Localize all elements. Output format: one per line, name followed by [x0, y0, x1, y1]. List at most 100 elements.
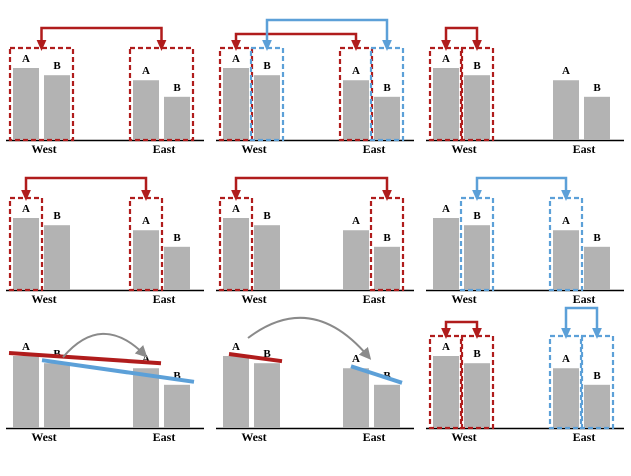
- bar-east-b: [164, 246, 190, 290]
- group-label-east: East: [573, 292, 596, 306]
- blue-slope-line: [350, 364, 403, 385]
- panel-p3: A B A B West East: [426, 26, 624, 156]
- blue-connector-wb-eb: [262, 18, 392, 51]
- bar-label-eb: B: [173, 232, 181, 244]
- group-label-west: West: [451, 142, 476, 156]
- red-connector-w-e: [36, 26, 167, 51]
- bar-east-a: [553, 80, 579, 140]
- red-slope-line: [228, 352, 283, 364]
- bar-label-wa: A: [22, 203, 30, 215]
- bar-west-a: [223, 218, 249, 290]
- group-label-east: East: [153, 142, 176, 156]
- bar-west-a: [13, 68, 39, 140]
- group-label-east: East: [363, 142, 386, 156]
- group-label-west: West: [31, 430, 56, 444]
- group-label-west: West: [241, 430, 266, 444]
- bar-east-a: [553, 368, 579, 428]
- group-label-west: West: [31, 142, 56, 156]
- bar-east-b: [584, 96, 610, 140]
- red-connector-wa-ea: [21, 176, 151, 201]
- group-label-west: West: [451, 430, 476, 444]
- red-connector-wa-wb: [441, 26, 482, 51]
- bar-label-wb: B: [473, 348, 481, 360]
- bar-label-eb: B: [383, 232, 391, 244]
- bar-west-a: [223, 68, 249, 140]
- bar-east-b: [164, 384, 190, 428]
- bar-label-wa: A: [232, 53, 240, 65]
- panel-p9: A B A B West East: [426, 306, 624, 444]
- bar-label-ea: A: [142, 65, 150, 77]
- red-connector-wa-eb: [231, 176, 392, 201]
- bar-label-wb: B: [263, 60, 271, 72]
- bar-label-wa: A: [442, 53, 450, 65]
- bar-east-a: [343, 368, 369, 428]
- panel-p7: A B A B West East: [6, 332, 204, 444]
- bar-label-ea: A: [352, 65, 360, 77]
- bar-east-b: [374, 384, 400, 428]
- bar-east-a: [133, 80, 159, 140]
- panel-p6: A B A B West East: [426, 176, 624, 306]
- red-highlight-box-e: [128, 46, 195, 142]
- group-label-east: East: [573, 430, 596, 444]
- bar-west-b: [464, 363, 490, 428]
- group-label-west: West: [241, 292, 266, 306]
- group-label-east: East: [363, 430, 386, 444]
- blue-connector-ea-eb: [561, 306, 602, 339]
- bar-west-b: [254, 225, 280, 290]
- bar-west-a: [433, 68, 459, 140]
- panel-p2: A B A B West East: [216, 18, 414, 156]
- bar-label-wb: B: [263, 210, 271, 222]
- bar-label-wa: A: [22, 53, 30, 65]
- blue-slope-line: [41, 358, 195, 384]
- gray-curved-arrow: [62, 332, 148, 358]
- red-connector-wa-ea: [231, 32, 361, 51]
- bar-west-b: [44, 363, 70, 428]
- bar-west-a: [223, 356, 249, 428]
- blue-connector-wb-ea: [472, 176, 571, 201]
- bar-east-a: [343, 80, 369, 140]
- bar-east-a: [133, 230, 159, 290]
- panel-p5: A B A B West East: [216, 176, 414, 306]
- bar-east-b: [374, 246, 400, 290]
- bar-label-eb: B: [593, 82, 601, 94]
- bar-label-eb: B: [383, 82, 391, 94]
- bar-west-b: [464, 225, 490, 290]
- bar-label-ea: A: [562, 215, 570, 227]
- bar-west-b: [44, 75, 70, 140]
- bar-label-eb: B: [593, 232, 601, 244]
- bar-label-wb: B: [53, 60, 61, 72]
- bar-label-ea: A: [142, 215, 150, 227]
- bar-label-ea: A: [562, 353, 570, 365]
- bar-east-b: [584, 384, 610, 428]
- bar-east-b: [584, 246, 610, 290]
- bar-label-ea: A: [352, 215, 360, 227]
- bar-west-a: [13, 218, 39, 290]
- group-label-east: East: [363, 292, 386, 306]
- bar-label-wa: A: [232, 203, 240, 215]
- bar-label-wa: A: [442, 203, 450, 215]
- bar-label-wa: A: [232, 341, 240, 353]
- bar-label-eb: B: [593, 370, 601, 382]
- bar-west-b: [44, 225, 70, 290]
- panel-p8: A B A B West East: [216, 316, 414, 444]
- bar-west-a: [433, 356, 459, 428]
- red-highlight-box-w: [8, 46, 75, 142]
- bar-west-a: [13, 356, 39, 428]
- group-label-west: West: [31, 292, 56, 306]
- bar-label-wa: A: [22, 341, 30, 353]
- group-label-east: East: [153, 292, 176, 306]
- bar-label-wb: B: [263, 348, 271, 360]
- bar-west-b: [254, 363, 280, 428]
- bar-label-wb: B: [473, 210, 481, 222]
- bar-east-a: [343, 230, 369, 290]
- red-slope-line: [8, 351, 162, 366]
- bar-label-ea: A: [562, 65, 570, 77]
- panel-p4: A B A B West East: [6, 176, 204, 306]
- bar-label-eb: B: [383, 370, 391, 382]
- bar-label-ea: A: [142, 353, 150, 365]
- bar-west-b: [464, 75, 490, 140]
- red-connector-wa-wb: [441, 320, 482, 339]
- group-label-west: West: [241, 142, 266, 156]
- bar-label-ea: A: [352, 353, 360, 365]
